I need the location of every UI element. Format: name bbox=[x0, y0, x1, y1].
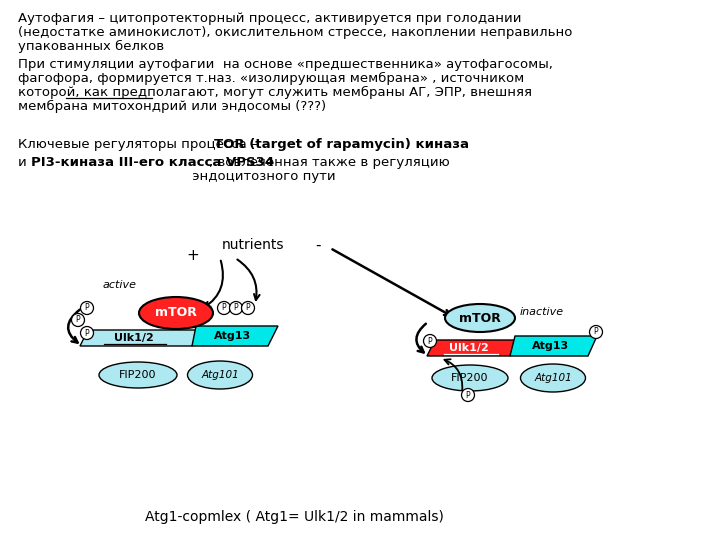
Ellipse shape bbox=[187, 361, 253, 389]
Text: которой, как предполагают, могут служить мембраны АГ, ЭПР, внешняя: которой, как предполагают, могут служить… bbox=[18, 86, 532, 99]
Text: Atg13: Atg13 bbox=[532, 341, 570, 351]
Text: P: P bbox=[85, 328, 89, 338]
Text: P: P bbox=[222, 303, 226, 313]
Polygon shape bbox=[80, 330, 200, 346]
Polygon shape bbox=[192, 326, 278, 346]
Text: Atg101: Atg101 bbox=[201, 370, 239, 380]
Text: Atg13: Atg13 bbox=[213, 331, 251, 341]
Text: PI3-киназа III-его класса VPS34: PI3-киназа III-его класса VPS34 bbox=[31, 156, 274, 169]
Text: P: P bbox=[234, 303, 238, 313]
Text: mTOR: mTOR bbox=[459, 312, 501, 325]
Text: P: P bbox=[466, 390, 470, 400]
Text: мембрана митохондрий или эндосомы (???): мембрана митохондрий или эндосомы (???) bbox=[18, 100, 326, 113]
Ellipse shape bbox=[521, 364, 585, 392]
Text: Ключевые регуляторы процесса –: Ключевые регуляторы процесса – bbox=[18, 138, 262, 151]
Text: P: P bbox=[246, 303, 251, 313]
Text: Ulk1/2: Ulk1/2 bbox=[114, 333, 154, 343]
Ellipse shape bbox=[81, 327, 94, 340]
Polygon shape bbox=[427, 340, 518, 356]
Ellipse shape bbox=[445, 304, 515, 332]
Text: TOR (target of rapamycin) киназа: TOR (target of rapamycin) киназа bbox=[214, 138, 469, 151]
Ellipse shape bbox=[462, 388, 474, 402]
Text: Ulk1/2: Ulk1/2 bbox=[449, 343, 489, 353]
Ellipse shape bbox=[590, 326, 603, 339]
Text: nutrients: nutrients bbox=[222, 238, 284, 252]
Text: эндоцитозного пути: эндоцитозного пути bbox=[18, 170, 336, 183]
Text: P: P bbox=[85, 303, 89, 313]
Text: и: и bbox=[18, 156, 31, 169]
Text: упакованных белков: упакованных белков bbox=[18, 40, 164, 53]
Text: фагофора, формируется т.наз. «изолирующая мембрана» , источником: фагофора, формируется т.наз. «изолирующа… bbox=[18, 72, 524, 85]
Text: Аутофагия – цитопротекторный процесс, активируется при голодании: Аутофагия – цитопротекторный процесс, ак… bbox=[18, 12, 521, 25]
Ellipse shape bbox=[139, 297, 213, 329]
Ellipse shape bbox=[423, 334, 436, 348]
Text: (недостатке аминокислот), окислительном стрессе, накоплении неправильно: (недостатке аминокислот), окислительном … bbox=[18, 26, 572, 39]
Ellipse shape bbox=[241, 301, 254, 314]
Ellipse shape bbox=[81, 301, 94, 314]
Ellipse shape bbox=[99, 362, 177, 388]
Text: , вовлеченная также в регуляцию: , вовлеченная также в регуляцию bbox=[209, 156, 450, 169]
Text: P: P bbox=[428, 336, 432, 346]
Text: -: - bbox=[315, 238, 320, 253]
Text: inactive: inactive bbox=[520, 307, 564, 317]
Text: P: P bbox=[594, 327, 598, 336]
Text: При стимуляции аутофагии  на основе «предшественника» аутофагосомы,: При стимуляции аутофагии на основе «пред… bbox=[18, 58, 553, 71]
Polygon shape bbox=[510, 336, 597, 356]
Text: Atg101: Atg101 bbox=[534, 373, 572, 383]
Text: active: active bbox=[103, 280, 137, 290]
Ellipse shape bbox=[71, 314, 84, 327]
Text: P: P bbox=[76, 315, 81, 325]
Ellipse shape bbox=[432, 365, 508, 391]
Text: +: + bbox=[186, 248, 199, 263]
Text: FIP200: FIP200 bbox=[120, 370, 157, 380]
Ellipse shape bbox=[230, 301, 243, 314]
Text: FIP200: FIP200 bbox=[451, 373, 489, 383]
Ellipse shape bbox=[217, 301, 230, 314]
Text: mTOR: mTOR bbox=[155, 307, 197, 320]
Text: Atg1-copmlex ( Atg1= Ulk1/2 in mammals): Atg1-copmlex ( Atg1= Ulk1/2 in mammals) bbox=[145, 510, 444, 524]
